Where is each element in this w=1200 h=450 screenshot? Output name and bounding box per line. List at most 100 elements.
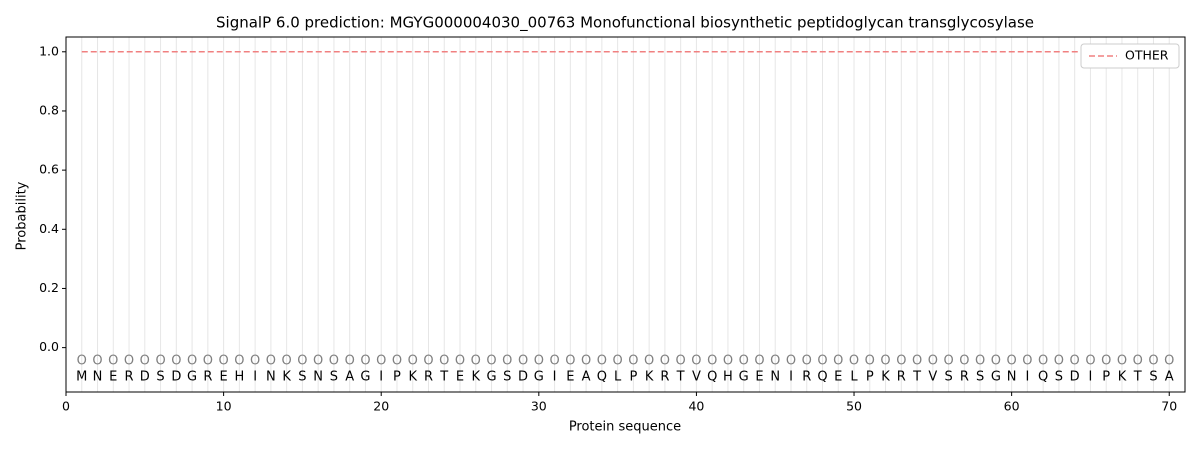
x-tick-label: 10 bbox=[216, 399, 232, 414]
legend-box bbox=[1080, 43, 1180, 69]
plot-frame bbox=[65, 36, 1186, 393]
predicted-label: O bbox=[754, 354, 764, 369]
residue: A bbox=[345, 370, 354, 385]
predicted-label: O bbox=[455, 354, 465, 369]
predicted-label: O bbox=[549, 354, 559, 369]
residue: G bbox=[187, 370, 197, 385]
predicted-label: O bbox=[313, 354, 323, 369]
residue: G bbox=[991, 370, 1001, 385]
predicted-label: O bbox=[92, 354, 102, 369]
residue: K bbox=[408, 370, 417, 385]
residue: E bbox=[834, 370, 842, 385]
residue: R bbox=[802, 370, 811, 385]
predicted-label: O bbox=[959, 354, 969, 369]
residue: H bbox=[723, 370, 733, 385]
y-tick-label: 0.8 bbox=[39, 102, 59, 117]
predicted-label: O bbox=[266, 354, 276, 369]
residue: D bbox=[140, 370, 150, 385]
residue: D bbox=[171, 370, 181, 385]
x-tick-label: 0 bbox=[62, 399, 70, 414]
residue: S bbox=[156, 370, 164, 385]
predicted-label: O bbox=[376, 354, 386, 369]
residue: G bbox=[360, 370, 370, 385]
predicted-label: O bbox=[833, 354, 843, 369]
x-tick-label: 50 bbox=[846, 399, 862, 414]
residue: K bbox=[282, 370, 291, 385]
residue: E bbox=[109, 370, 117, 385]
residue: I bbox=[789, 370, 793, 385]
residue: H bbox=[234, 370, 244, 385]
predicted-label: O bbox=[486, 354, 496, 369]
residue: A bbox=[582, 370, 591, 385]
predicted-label: O bbox=[628, 354, 638, 369]
predicted-label: O bbox=[644, 354, 654, 369]
residue: I bbox=[379, 370, 383, 385]
residue: N bbox=[313, 370, 323, 385]
predicted-label: O bbox=[282, 354, 292, 369]
x-tick-label: 20 bbox=[373, 399, 389, 414]
residue: I bbox=[1025, 370, 1029, 385]
predicted-label: O bbox=[817, 354, 827, 369]
predicted-label: O bbox=[1085, 354, 1095, 369]
residue: I bbox=[553, 370, 557, 385]
residue: S bbox=[503, 370, 511, 385]
predicted-label: O bbox=[565, 354, 575, 369]
residue: K bbox=[881, 370, 890, 385]
predicted-label: O bbox=[660, 354, 670, 369]
predicted-label: O bbox=[1117, 354, 1127, 369]
predicted-label: O bbox=[1054, 354, 1064, 369]
predicted-label: O bbox=[1038, 354, 1048, 369]
predicted-label: O bbox=[250, 354, 260, 369]
predicted-label: O bbox=[77, 354, 87, 369]
residue: E bbox=[219, 370, 227, 385]
predicted-label: O bbox=[534, 354, 544, 369]
chart-title: SignalP 6.0 prediction: MGYG000004030_00… bbox=[216, 14, 1034, 33]
predicted-label: O bbox=[518, 354, 528, 369]
residue: D bbox=[1070, 370, 1080, 385]
predicted-label: O bbox=[155, 354, 165, 369]
residue: S bbox=[1055, 370, 1063, 385]
y-tick-label: 0.0 bbox=[39, 339, 59, 354]
residue: R bbox=[660, 370, 669, 385]
predicted-label: O bbox=[108, 354, 118, 369]
residue: R bbox=[125, 370, 134, 385]
residue: I bbox=[253, 370, 257, 385]
residue: S bbox=[298, 370, 306, 385]
residue: Q bbox=[817, 370, 827, 385]
y-tick-label: 0.2 bbox=[39, 280, 59, 295]
residue: N bbox=[266, 370, 276, 385]
predicted-label: O bbox=[581, 354, 591, 369]
predicted-label: O bbox=[1148, 354, 1158, 369]
residue: Q bbox=[597, 370, 607, 385]
residue: E bbox=[566, 370, 574, 385]
predicted-label: O bbox=[613, 354, 623, 369]
predicted-label: O bbox=[1133, 354, 1143, 369]
predicted-label: O bbox=[140, 354, 150, 369]
predicted-label: O bbox=[802, 354, 812, 369]
residue: K bbox=[1118, 370, 1127, 385]
x-tick-label: 30 bbox=[531, 399, 547, 414]
predicted-label: O bbox=[880, 354, 890, 369]
residue: G bbox=[534, 370, 544, 385]
residue: P bbox=[393, 370, 401, 385]
residue: T bbox=[912, 370, 921, 385]
predicted-label: O bbox=[439, 354, 449, 369]
residue: V bbox=[692, 370, 701, 385]
residue: L bbox=[614, 370, 622, 385]
residue: G bbox=[486, 370, 496, 385]
predicted-label: O bbox=[849, 354, 859, 369]
predicted-label: O bbox=[676, 354, 686, 369]
predicted-label: O bbox=[471, 354, 481, 369]
residue: D bbox=[518, 370, 528, 385]
residue: E bbox=[456, 370, 464, 385]
predicted-label: O bbox=[943, 354, 953, 369]
predicted-label: O bbox=[187, 354, 197, 369]
residue: T bbox=[1133, 370, 1142, 385]
predicted-label: O bbox=[928, 354, 938, 369]
predicted-label: O bbox=[329, 354, 339, 369]
residue: A bbox=[1165, 370, 1174, 385]
predicted-label: O bbox=[218, 354, 228, 369]
predicted-label: O bbox=[392, 354, 402, 369]
predicted-label: O bbox=[597, 354, 607, 369]
